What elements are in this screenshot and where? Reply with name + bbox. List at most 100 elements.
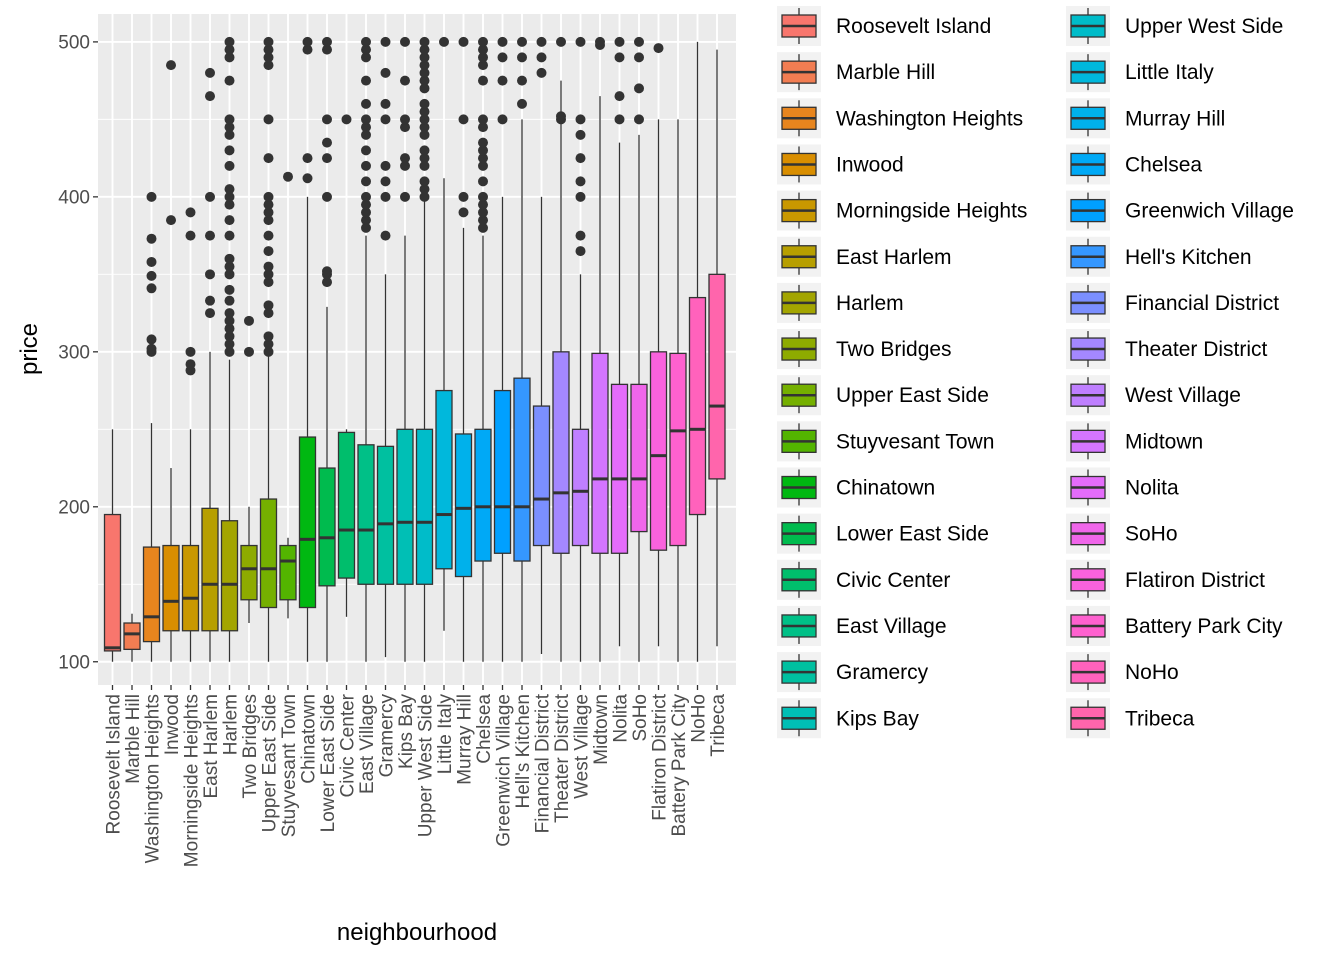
outlier-point <box>361 207 371 218</box>
outlier-point <box>146 334 157 345</box>
box-body <box>688 296 707 516</box>
x-tick-label: Midtown <box>591 694 612 765</box>
box-stuyvesant-town <box>279 171 297 619</box>
x-tick-label: Upper West Side <box>416 694 437 837</box>
box-financial-district <box>532 36 551 655</box>
x-tick-label: West Village <box>572 694 593 799</box>
box-body <box>318 467 336 587</box>
outlier-point <box>224 215 235 226</box>
legend-item: NoHo <box>1066 652 1179 693</box>
outlier-point <box>146 191 157 202</box>
box-murray-hill <box>454 36 473 662</box>
outlier-point <box>322 44 332 55</box>
legend-item: Midtown <box>1066 421 1203 462</box>
outlier-point <box>146 283 157 294</box>
box-harlem <box>220 36 239 662</box>
outlier-point <box>263 199 274 210</box>
outlier-point <box>224 323 235 334</box>
outlier-point <box>380 230 391 241</box>
outlier-point <box>146 343 157 354</box>
outlier-point <box>497 114 508 125</box>
legend-label: Harlem <box>836 292 904 315</box>
legend-item: Financial District <box>1066 282 1279 323</box>
outlier-point <box>478 145 488 156</box>
legend-label: Little Italy <box>1125 61 1214 84</box>
outlier-point <box>244 346 254 357</box>
outlier-point <box>224 129 235 140</box>
box-body <box>649 351 668 551</box>
x-tick-label: Roosevelt Island <box>104 694 125 834</box>
legend-item: Morningside Heights <box>777 190 1027 231</box>
x-tick-label: Two Bridges <box>240 694 261 799</box>
legend-label: Chelsea <box>1125 153 1202 176</box>
box-two-bridges <box>240 315 258 624</box>
outlier-point <box>263 215 274 226</box>
legend-item: Gramercy <box>777 652 929 693</box>
outlier-point <box>322 114 332 125</box>
legend-label: West Village <box>1125 384 1241 407</box>
x-tick-label: SoHo <box>630 694 651 742</box>
legend-item: Inwood <box>777 144 904 185</box>
legend-item: Two Bridges <box>777 329 952 370</box>
outlier-point <box>497 52 508 63</box>
outlier-point <box>361 52 371 63</box>
outlier-point <box>205 91 215 102</box>
outlier-point <box>224 160 235 171</box>
legend-label: Tribeca <box>1125 707 1195 730</box>
outlier-point <box>185 207 196 218</box>
outlier-point <box>224 339 235 350</box>
outlier-point <box>263 60 274 71</box>
x-tick-label: Murray Hill <box>455 694 476 785</box>
outlier-point <box>361 44 371 55</box>
legend-label: Morningside Heights <box>836 200 1027 223</box>
box-east-village <box>357 36 375 662</box>
outlier-point <box>400 75 410 86</box>
legend: Roosevelt Island Marble Hill Washington He… <box>777 6 1294 739</box>
outlier-point <box>497 75 508 86</box>
outlier-point <box>146 256 157 267</box>
outlier-point <box>361 199 371 210</box>
outlier-point <box>419 191 430 202</box>
box-body <box>591 352 609 554</box>
outlier-point <box>224 230 235 241</box>
box-body <box>240 544 258 601</box>
outlier-point <box>322 277 332 288</box>
y-tick-label: 200 <box>58 497 90 518</box>
outlier-point <box>419 52 430 63</box>
outlier-point <box>361 176 371 187</box>
legend-item: Upper East Side <box>777 375 989 416</box>
legend-label: East Village <box>836 615 947 638</box>
outlier-point <box>185 230 196 241</box>
x-tick-label: NoHo <box>689 694 710 743</box>
box-upper-west-side <box>415 36 434 662</box>
legend-label: Flatiron District <box>1125 569 1265 592</box>
outlier-point <box>419 122 430 133</box>
box-body <box>630 383 648 533</box>
x-tick-label: Nolita <box>611 694 632 743</box>
legend-item: Chelsea <box>1066 144 1202 185</box>
outlier-point <box>185 359 196 370</box>
legend-item: Theater District <box>1066 329 1268 370</box>
legend-item: Murray Hill <box>1066 98 1225 139</box>
box-flatiron-district <box>649 43 668 647</box>
legend-label: Chinatown <box>836 477 935 500</box>
outlier-point <box>634 36 644 47</box>
legend-label: Battery Park City <box>1125 615 1283 638</box>
outlier-point <box>575 153 586 164</box>
outlier-point <box>224 308 235 319</box>
legend-item: Roosevelt Island <box>777 6 991 46</box>
outlier-point <box>185 346 196 357</box>
y-axis: 100 200 300 400 500 <box>58 32 98 673</box>
outlier-point <box>419 184 430 195</box>
outlier-point <box>224 184 235 195</box>
outlier-point <box>419 129 430 140</box>
outlier-point <box>458 36 469 47</box>
x-tick-label: Chinatown <box>299 694 320 784</box>
legend-label: Financial District <box>1125 292 1279 315</box>
outlier-point <box>263 331 274 342</box>
legend-item: Marble Hill <box>777 52 935 93</box>
outlier-point <box>439 36 449 47</box>
outlier-point <box>166 60 176 71</box>
box-body <box>415 428 434 585</box>
legend-item: Chinatown <box>777 467 935 508</box>
